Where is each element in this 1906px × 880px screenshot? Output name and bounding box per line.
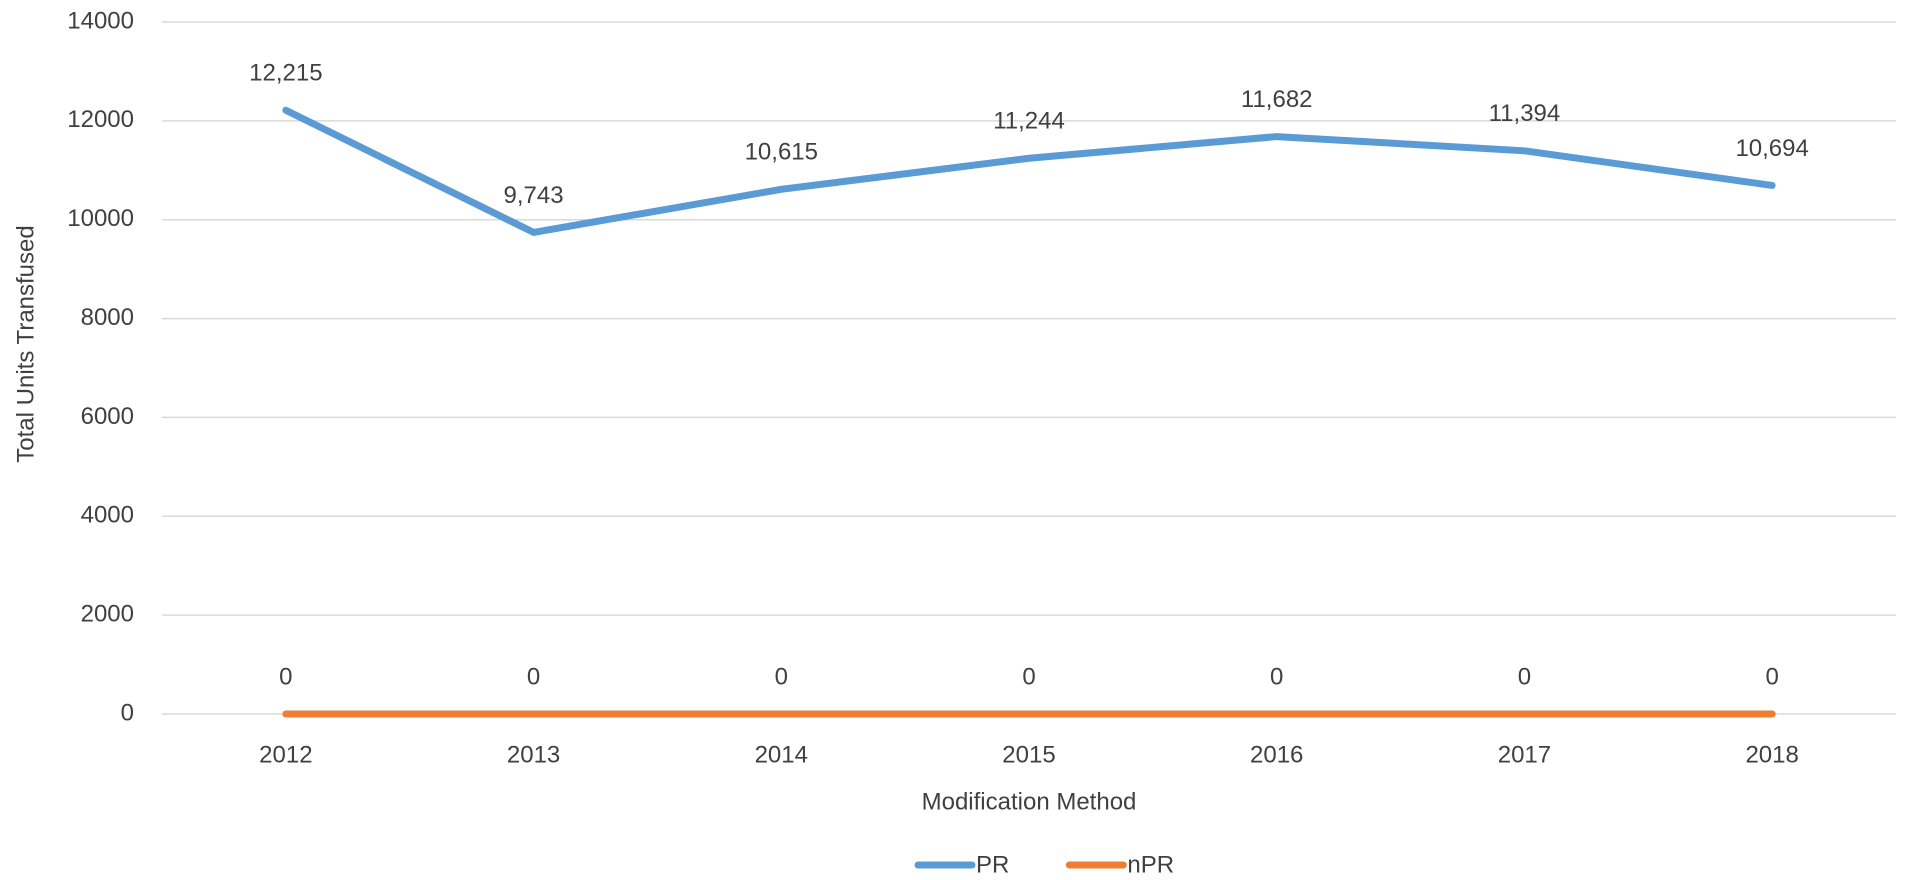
- data-label: 11,244: [993, 108, 1065, 135]
- data-label: 9,743: [504, 182, 564, 209]
- data-label: 11,394: [1489, 100, 1561, 127]
- data-label: 0: [1270, 663, 1283, 690]
- data-label: 11,682: [1241, 86, 1313, 113]
- data-label: 10,615: [745, 139, 818, 166]
- y-tick-label: 14000: [67, 7, 134, 34]
- x-tick-label: 2013: [507, 741, 560, 768]
- x-tick-label: 2012: [259, 741, 312, 768]
- data-label: 0: [527, 663, 540, 690]
- y-tick-label: 2000: [81, 600, 134, 627]
- x-tick-label: 2014: [755, 741, 808, 768]
- y-tick-label: 12000: [67, 106, 134, 133]
- x-tick-label: 2017: [1498, 741, 1551, 768]
- data-label: 0: [279, 663, 292, 690]
- y-tick-label: 8000: [81, 304, 134, 331]
- data-label: 0: [1518, 663, 1531, 690]
- legend-label: nPR: [1127, 851, 1174, 878]
- y-tick-label: 4000: [81, 502, 134, 529]
- y-axis-title: Total Units Transfused: [12, 225, 39, 462]
- x-tick-label: 2015: [1002, 741, 1055, 768]
- data-label: 0: [775, 663, 788, 690]
- data-label: 12,215: [249, 60, 322, 87]
- x-tick-label: 2018: [1745, 741, 1798, 768]
- data-label: 10,694: [1735, 135, 1808, 162]
- series-line: [282, 106, 1776, 236]
- y-tick-label: 0: [121, 699, 134, 726]
- y-tick-label: 10000: [67, 205, 134, 232]
- x-axis-title: Modification Method: [922, 788, 1137, 815]
- data-label: 0: [1022, 663, 1035, 690]
- x-tick-label: 2016: [1250, 741, 1303, 768]
- data-label: 0: [1765, 663, 1778, 690]
- legend-label: PR: [976, 851, 1009, 878]
- y-tick-label: 6000: [81, 403, 134, 430]
